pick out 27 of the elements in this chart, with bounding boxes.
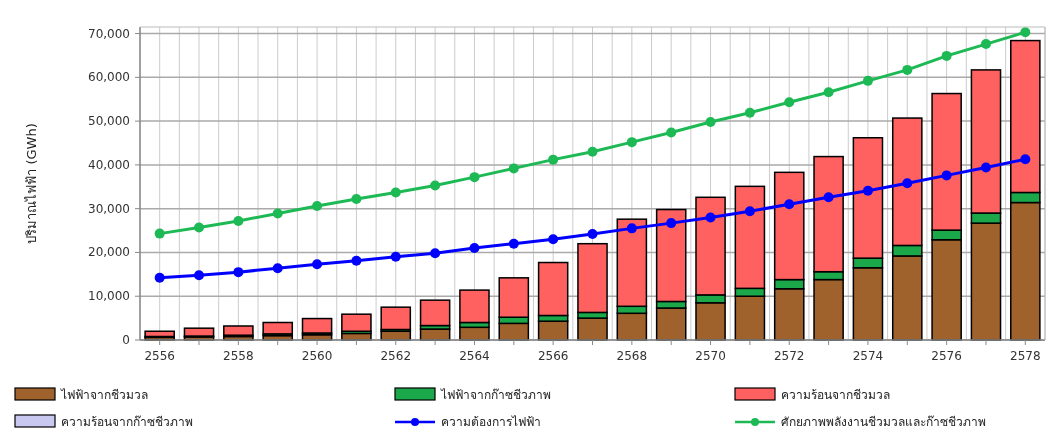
y-tick-label: 10,000 bbox=[88, 289, 130, 304]
legend-label: ความต้องการไฟฟ้า bbox=[441, 415, 541, 429]
legend-label: ศักยภาพพลังงานชีวมวลและก๊าซชีวภาพ bbox=[781, 415, 986, 429]
legend-label: ไฟฟ้าจากชีวมวล bbox=[60, 388, 148, 402]
legend-label: ความร้อนจากชีวมวล bbox=[781, 388, 890, 402]
y-tick-label: 30,000 bbox=[88, 201, 130, 216]
x-tick-label: 2572 bbox=[773, 349, 805, 363]
y-tick-label: 60,000 bbox=[88, 70, 130, 85]
y-axis-title: ปริมาณไฟฟ้า (GWh) bbox=[24, 123, 39, 244]
x-tick-label: 2568 bbox=[616, 349, 648, 363]
legend-label: ไฟฟ้าจากก๊าซชีวภาพ bbox=[440, 388, 551, 402]
x-tick-label: 2570 bbox=[695, 349, 726, 363]
x-tick-label: 2560 bbox=[301, 349, 333, 363]
x-tick-label: 2556 bbox=[144, 349, 175, 363]
x-tick-label: 2578 bbox=[1010, 349, 1041, 363]
legend-label: ความร้อนจากก๊าซชีวภาพ bbox=[61, 415, 193, 429]
x-tick-label: 2562 bbox=[380, 349, 412, 363]
y-tick-label: 40,000 bbox=[88, 157, 130, 172]
y-tick-label: 70,000 bbox=[88, 26, 130, 41]
x-tick-label: 2576 bbox=[931, 349, 962, 363]
y-tick-label: 50,000 bbox=[88, 114, 130, 129]
x-tick-label: 2566 bbox=[537, 349, 569, 363]
y-tick-label: 0 bbox=[122, 333, 130, 347]
x-tick-label: 2564 bbox=[459, 349, 490, 363]
y-tick-label: 20,000 bbox=[88, 245, 130, 260]
x-tick-label: 2574 bbox=[852, 349, 884, 363]
x-tick-label: 2558 bbox=[223, 349, 254, 363]
